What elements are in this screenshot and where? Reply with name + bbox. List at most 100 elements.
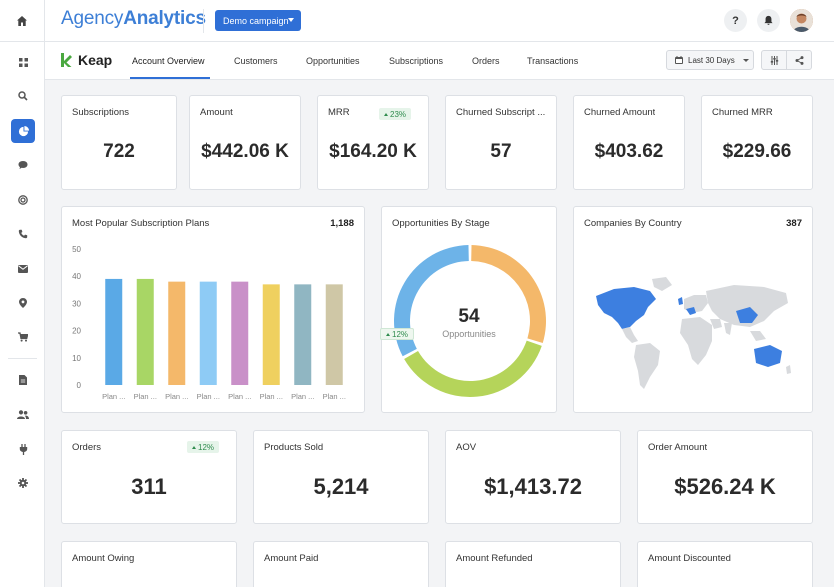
chat-icon [18,161,28,169]
cart-icon [18,332,28,342]
sidebar-item-search[interactable] [11,84,35,108]
kpi-title: Amount Refunded [456,553,533,564]
kpi-title: Amount [200,107,233,118]
map-region-central-america [622,327,638,343]
kpi-card-amount[interactable]: Amount $442.06 K [189,95,301,190]
chart-card-opportunities-by-stage[interactable]: Opportunities By Stage 54 Opportunities … [380,206,557,413]
y-tick-label: 20 [72,327,81,336]
sidebar-item-dashboards[interactable] [11,50,35,74]
donut-slice [471,245,546,344]
bell-icon [764,15,773,25]
kpi-card-amount-refunded[interactable]: Amount Refunded [445,541,621,587]
filter-settings-button[interactable] [762,51,787,69]
chart-card-companies-by-country[interactable]: Companies By Country 387 [573,206,813,413]
sidebar-item-location[interactable] [11,291,35,315]
trend-up-icon [192,445,196,449]
sidebar-item-chat[interactable] [11,153,35,177]
user-photo-icon [790,9,813,32]
integration-header: Keap Account Overview Customers Opportun… [45,42,834,80]
share-button[interactable] [787,51,811,69]
x-tick-label: Plan ... [228,392,251,401]
home-button[interactable] [0,0,45,42]
world-map [596,277,791,389]
map-region-south-america [634,343,660,389]
sidebar-item-users[interactable] [11,402,35,426]
map-region-asia [706,285,788,327]
home-icon [17,16,27,26]
kpi-title: AOV [456,442,477,453]
kpi-card-subscriptions[interactable]: Subscriptions 722 [61,95,177,190]
kpi-value: $526.24 K [674,474,776,499]
x-tick-label: Plan ... [165,392,188,401]
sidebar-item-email[interactable] [11,257,35,281]
map-pin-icon [19,298,27,308]
chart-count: 1,188 [330,218,354,229]
kpi-card-mrr[interactable]: MRR 23% $164.20 K [317,95,429,190]
y-tick-label: 0 [77,381,82,390]
kpi-card-amount-owing[interactable]: Amount Owing [61,541,237,587]
trend-badge: 23% [379,108,412,120]
map-region-japan [766,305,771,315]
help-icon: ? [732,14,739,27]
y-tick-label: 10 [72,354,81,363]
bar [105,278,123,385]
app-logo[interactable]: AgencyAnalytics [61,8,206,29]
sidebar-item-goals[interactable] [11,188,35,212]
kpi-card-products-sold[interactable]: Products Sold 5,214 [253,430,429,524]
tab-account-overview[interactable]: Account Overview [132,56,205,66]
sidebar-item-integrations[interactable] [11,437,35,461]
x-tick-label: Plan ... [323,392,346,401]
sidebar-item-files[interactable] [11,368,35,392]
tab-orders[interactable]: Orders [472,56,500,66]
y-tick-label: 50 [72,245,81,254]
sidebar-item-calls[interactable] [11,222,35,246]
help-button[interactable]: ? [724,9,747,32]
kpi-card-aov[interactable]: AOV $1,413.72 [445,430,621,524]
kpi-value: $442.06 K [201,141,289,162]
notifications-button[interactable] [757,9,780,32]
campaign-dropdown[interactable]: Demo campaign [215,10,301,31]
left-sidebar [0,42,45,587]
kpi-title: Subscriptions [72,107,130,118]
top-bar: AgencyAnalytics Demo campaign ? [0,0,834,42]
map-region-north-america [596,287,656,329]
kpi-card-churned-amount[interactable]: Churned Amount $403.62 [573,95,685,190]
map-region-china [736,307,758,323]
date-range-picker[interactable]: Last 30 Days [666,50,754,70]
integration-brand: Keap [61,52,112,68]
kpi-card-amount-paid[interactable]: Amount Paid [253,541,429,587]
kpi-card-churned-subscriptions[interactable]: Churned Subscript ... 57 [445,95,557,190]
tab-customers[interactable]: Customers [234,56,278,66]
sidebar-item-settings[interactable] [11,471,35,495]
kpi-value: 311 [131,474,167,499]
document-icon [19,375,27,385]
map-region-new-zealand [786,365,791,374]
tab-transactions[interactable]: Transactions [527,56,579,66]
map-region-africa [680,317,712,365]
tab-subscriptions[interactable]: Subscriptions [389,56,444,66]
sidebar-item-ecommerce[interactable] [11,325,35,349]
kpi-title: Churned Amount [584,107,656,118]
kpi-value: 5,214 [313,474,369,499]
calendar-icon [675,56,683,64]
avatar[interactable] [790,9,813,32]
kpi-value: 722 [103,141,135,162]
users-icon [17,409,29,419]
grid-icon [18,57,28,67]
kpi-card-orders[interactable]: Orders 12% 311 [61,430,237,524]
map-region-europe-highlight [686,307,696,315]
x-tick-label: Plan ... [134,392,157,401]
donut-center-value: 54 [458,306,480,327]
sidebar-item-reports[interactable] [11,119,35,143]
chevron-down-icon [742,58,749,62]
tab-opportunities[interactable]: Opportunities [306,56,360,66]
kpi-card-amount-discounted[interactable]: Amount Discounted [637,541,813,587]
kpi-card-churned-mrr[interactable]: Churned MRR $229.66 [701,95,813,190]
kpi-value: $403.62 [594,141,664,162]
bar [262,284,280,385]
kpi-card-order-amount[interactable]: Order Amount $526.24 K [637,430,813,524]
bar [199,281,217,385]
kpi-value: $1,413.72 [484,474,582,499]
kpi-value: 57 [490,141,512,162]
